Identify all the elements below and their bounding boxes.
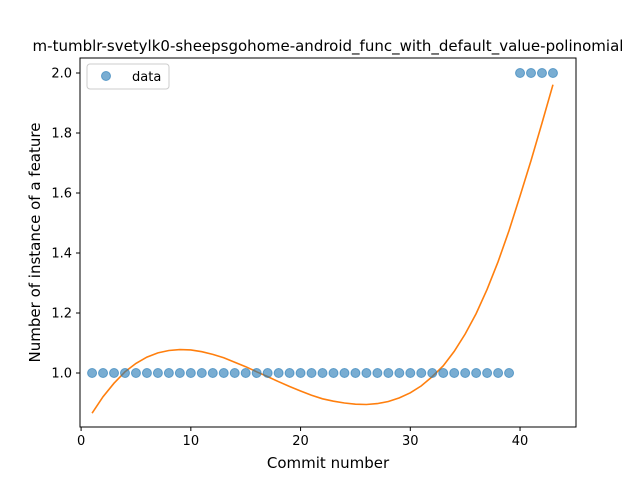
data-point (284, 368, 295, 378)
y-tick-label: 1.4 (51, 247, 72, 262)
y-tick-label: 1.2 (51, 307, 72, 322)
legend-box (86, 63, 170, 90)
data-point (383, 368, 394, 378)
data-point (536, 68, 547, 78)
data-point (394, 368, 405, 378)
data-point (317, 368, 328, 378)
data-point (328, 368, 339, 378)
data-point (449, 368, 460, 378)
data-point (152, 368, 163, 378)
y-tick-label: 2.0 (51, 67, 72, 82)
data-point (218, 368, 229, 378)
y-tick-label: 1.6 (51, 187, 72, 202)
data-point (163, 368, 174, 378)
x-tick-label: 30 (402, 434, 419, 449)
legend-label-data: data (132, 70, 161, 85)
data-point (240, 368, 251, 378)
y-axis: 1.0 1.2 1.4 1.6 1.8 2.0 (51, 67, 80, 382)
data-point (339, 368, 350, 378)
x-tick-label: 10 (183, 434, 200, 449)
axes-frame (79, 57, 577, 428)
x-tick-label: 0 (77, 434, 85, 449)
data-point (471, 368, 482, 378)
data-point (526, 68, 537, 78)
x-axis: 0 10 20 30 40 (77, 427, 528, 449)
data-point (504, 368, 515, 378)
data-point (438, 368, 449, 378)
data-point (262, 368, 273, 378)
data-point (460, 368, 471, 378)
data-point (515, 68, 526, 78)
data-point (482, 368, 493, 378)
legend: data (86, 63, 170, 90)
data-point (207, 368, 218, 378)
data-point (229, 368, 240, 378)
data-point (306, 368, 317, 378)
data-point (141, 368, 152, 378)
data-point (493, 368, 504, 378)
x-axis-label: Commit number (267, 454, 390, 472)
data-point (196, 368, 207, 378)
fit-line (91, 84, 554, 414)
data-point (405, 368, 416, 378)
data-point (109, 368, 120, 378)
data-point (427, 368, 438, 378)
data-point (119, 368, 130, 378)
data-point (361, 368, 372, 378)
data-point (185, 368, 196, 378)
x-tick-label: 20 (292, 434, 309, 449)
y-tick-label: 1.8 (51, 127, 72, 142)
data-point (130, 368, 141, 378)
y-tick-label: 1.0 (51, 367, 72, 382)
data-point (251, 368, 262, 378)
data-point (273, 368, 284, 378)
data-point (372, 368, 383, 378)
data-point (98, 368, 109, 378)
data-point (350, 368, 361, 378)
data-point (547, 68, 558, 78)
legend-marker-data (101, 71, 111, 81)
plot-area (87, 68, 558, 414)
x-tick-label: 40 (512, 434, 529, 449)
data-point (174, 368, 185, 378)
data-point (295, 368, 306, 378)
chart-title: m-tumblr-svetylk0-sheepsgohome-android_f… (33, 37, 624, 56)
data-point (87, 368, 98, 378)
data-point (416, 368, 427, 378)
y-axis-label: Number of instance of a feature (26, 123, 44, 363)
